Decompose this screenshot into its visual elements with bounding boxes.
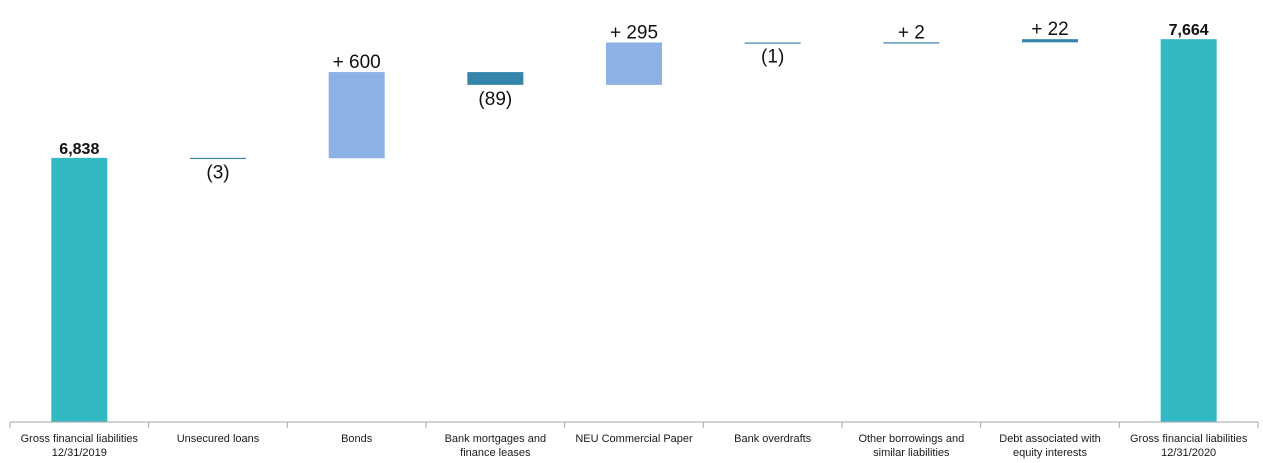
bar-5 [606, 42, 662, 85]
bar-4 [467, 72, 524, 85]
category-label-5-line-1: NEU Commercial Paper [575, 433, 693, 445]
category-label-1-line-1: Gross financial liabilities [21, 433, 139, 445]
category-label-9-line-1: Gross financial liabilities [1130, 433, 1248, 445]
value-labels-layer: 6,838 (3) + 600 (89) + 295 (1) + 2 + 22 7,664 [59, 19, 1208, 183]
bar-7 [883, 42, 940, 44]
data-label-7: + 2 [898, 22, 925, 43]
data-label-5: + 295 [610, 22, 658, 43]
bar-6 [744, 42, 801, 44]
data-label-1: 6,838 [59, 141, 99, 158]
category-label-4-line-2: finance leases [460, 447, 531, 459]
category-label-8-line-1: Debt associated with [999, 433, 1101, 445]
x-axis-ticks [9, 422, 1259, 428]
data-label-4: (89) [478, 89, 512, 110]
category-labels-layer: Gross financial liabilities 12/31/2019 Uns… [21, 433, 1248, 459]
bar-3 [328, 72, 385, 159]
data-label-9: 7,664 [1169, 22, 1209, 39]
bar-9 [1160, 39, 1217, 423]
data-label-3: + 600 [333, 52, 381, 73]
data-label-2: (3) [206, 162, 229, 183]
bar-8 [1022, 39, 1078, 43]
category-label-9-line-2: 12/31/2020 [1161, 447, 1216, 459]
category-label-2-line-1: Unsecured loans [177, 433, 260, 445]
category-label-4-line-1: Bank mortgages and [445, 433, 547, 445]
category-label-7-line-2: similar liabilities [873, 447, 950, 459]
data-label-8: + 22 [1031, 19, 1069, 40]
bar-1 [51, 157, 108, 422]
category-label-6-line-1: Bank overdrafts [734, 433, 812, 445]
category-label-3-line-1: Bonds [341, 433, 373, 445]
bars-layer [51, 39, 1217, 423]
category-label-1-line-2: 12/31/2019 [52, 447, 107, 459]
category-label-7-line-1: Other borrowings and [858, 433, 964, 445]
bar-2 [190, 157, 246, 160]
category-label-8-line-2: equity interests [1013, 447, 1087, 459]
data-label-6: (1) [761, 47, 784, 68]
